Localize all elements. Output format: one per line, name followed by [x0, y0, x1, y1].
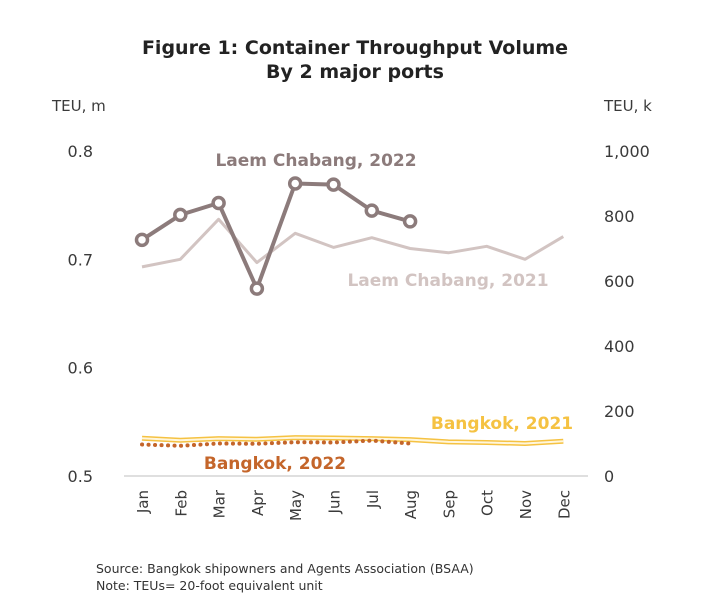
series-line	[141, 217, 565, 269]
left-tick-label: 0.8	[68, 142, 93, 161]
series-line-inner	[141, 436, 564, 445]
series-label: Laem Chabang, 2021	[347, 271, 548, 291]
x-tick-label: Sep	[440, 490, 458, 518]
right-tick-label: 1,000	[604, 142, 650, 161]
right-tick-label: 200	[604, 402, 635, 421]
series-0	[134, 176, 418, 296]
x-tick-label: Feb	[172, 490, 190, 517]
x-tick-label: Aug	[402, 490, 420, 519]
series-2	[141, 435, 564, 446]
x-tick-label: May	[287, 490, 305, 521]
data-point-marker	[173, 207, 188, 223]
right-tick-label: 600	[604, 272, 635, 291]
x-axis-ticks: Jan Feb Mar Apr May Jun Jul Aug Sep Oct Nov Dec	[134, 489, 573, 521]
data-point-marker	[326, 177, 341, 192]
right-tick-label: 800	[604, 207, 635, 226]
right-tick-label: 400	[604, 337, 635, 356]
x-tick-label: Mar	[211, 489, 229, 518]
source-note: Source: Bangkok shipowners and Agents As…	[96, 561, 474, 576]
x-tick-label: Nov	[517, 490, 535, 519]
series-line	[140, 438, 413, 448]
x-tick-label: Apr	[249, 489, 267, 516]
series-layer	[134, 176, 565, 448]
right-axis-ticks: 1,000 800 600 400 200 0	[604, 142, 650, 486]
series-1	[141, 217, 565, 269]
left-axis-ticks: 0.8 0.7 0.6 0.5	[68, 142, 93, 486]
right-axis-unit: TEU, k	[603, 97, 652, 115]
data-point-marker	[364, 203, 380, 218]
chart-subtitle: By 2 major ports	[266, 61, 444, 83]
data-point-marker	[287, 176, 303, 191]
data-point-marker	[211, 195, 226, 211]
right-tick-label: 0	[604, 467, 614, 486]
series-label: Laem Chabang, 2022	[215, 151, 416, 171]
series-label: Bangkok, 2021	[431, 414, 573, 434]
left-tick-label: 0.5	[68, 467, 93, 486]
x-tick-label: Dec	[555, 490, 573, 519]
data-point-marker	[402, 214, 418, 229]
unit-note: Note: TEUs= 20-foot equivalent unit	[96, 578, 323, 593]
data-point-marker	[249, 281, 265, 296]
left-tick-label: 0.7	[68, 250, 93, 269]
left-axis-unit: TEU, m	[51, 97, 106, 115]
x-tick-label: Jul	[364, 490, 382, 509]
chart-title: Figure 1: Container Throughput Volume	[141, 37, 569, 59]
x-tick-label: Jun	[326, 490, 344, 514]
x-tick-label: Oct	[479, 490, 497, 516]
x-tick-label: Jan	[134, 490, 152, 514]
left-tick-label: 0.6	[68, 359, 93, 378]
series-label: Bangkok, 2022	[204, 454, 346, 474]
data-point-marker	[134, 232, 150, 248]
series-labels: Laem Chabang, 2022 Laem Chabang, 2021 Bang…	[204, 151, 573, 474]
series-3	[140, 438, 413, 448]
